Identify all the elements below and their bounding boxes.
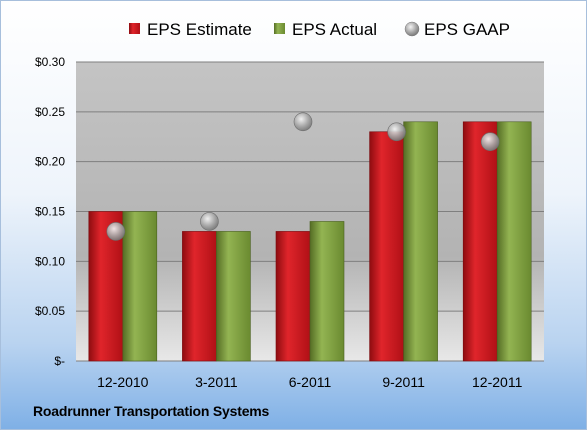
eps-estimate-bar (369, 131, 404, 362)
legend-eps-estimate: EPS Estimate (129, 20, 252, 39)
y-tick-label: $0.30 (35, 55, 65, 69)
y-tick-label: $0.15 (35, 205, 65, 219)
eps-estimate-bar (182, 231, 217, 362)
legend-label: EPS GAAP (424, 20, 510, 39)
eps-gaap-point (106, 222, 126, 241)
legend-swatch (274, 23, 285, 34)
eps-actual-bar (216, 231, 251, 362)
chart-footer-title: Roadrunner Transportation Systems (33, 403, 270, 419)
eps-actual-bar (496, 121, 532, 362)
legend: EPS Estimate EPS Actual EPS GAAP (129, 20, 510, 39)
legend-swatch (404, 21, 420, 37)
x-tick-label: 12-2011 (472, 374, 523, 390)
legend-swatch (129, 23, 140, 34)
x-tick-label: 9-2011 (382, 374, 425, 390)
gaap-points (106, 112, 500, 241)
x-tick-label: 6-2011 (289, 374, 332, 390)
y-axis-ticks: $- $0.05 $0.10 $0.15 $0.20 $0.25 $0.30 (35, 55, 65, 368)
eps-estimate-bar (462, 121, 498, 362)
eps-gaap-point (480, 132, 500, 152)
eps-gaap-point (387, 122, 406, 142)
eps-gaap-point (293, 112, 313, 132)
x-tick-label: 3-2011 (195, 374, 238, 390)
x-tick-label: 12-2010 (97, 374, 149, 390)
legend-label: EPS Estimate (147, 20, 252, 39)
eps-estimate-bar (275, 231, 311, 362)
eps-actual-bar (122, 211, 158, 362)
legend-label: EPS Actual (292, 20, 377, 39)
bars (88, 121, 532, 362)
y-tick-label: $0.10 (35, 254, 65, 268)
y-tick-label: $- (54, 354, 65, 368)
legend-eps-gaap: EPS GAAP (404, 20, 510, 39)
x-axis-labels: 12-2010 3-2011 6-2011 9-2011 12-2011 (97, 374, 522, 390)
eps-actual-bar (403, 121, 438, 362)
eps-actual-bar (309, 221, 345, 362)
y-tick-label: $0.25 (35, 105, 65, 119)
eps-gaap-point (200, 212, 219, 231)
y-tick-label: $0.05 (35, 304, 65, 318)
legend-eps-actual: EPS Actual (274, 20, 377, 39)
y-tick-label: $0.20 (35, 155, 65, 169)
